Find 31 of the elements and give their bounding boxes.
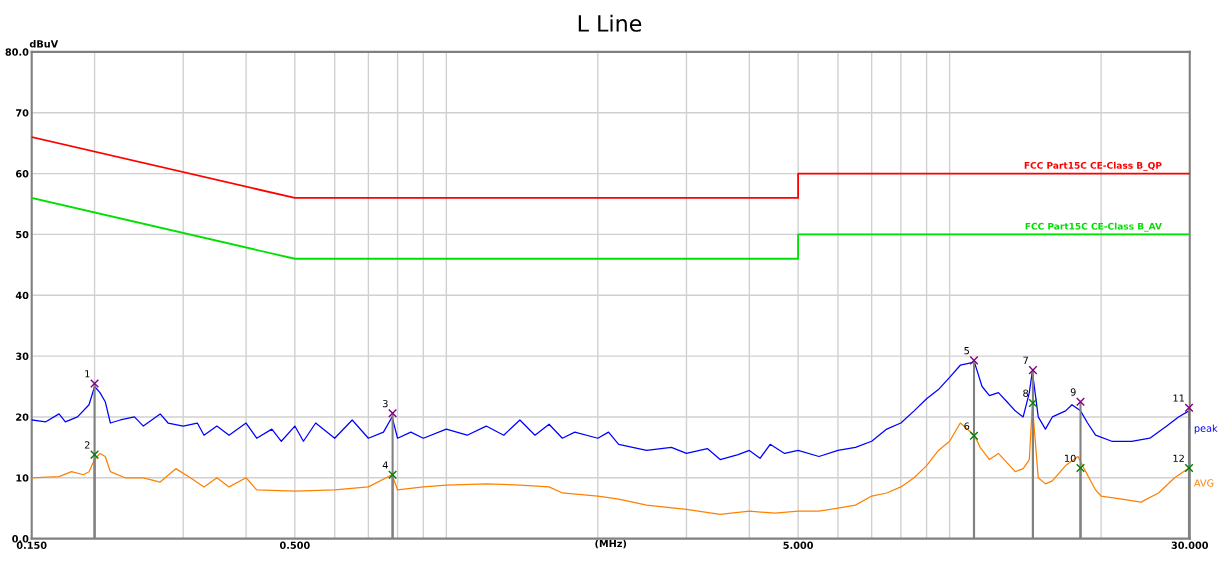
annotation: 7: [1023, 356, 1028, 364]
x-axis-title: (MHz): [595, 539, 627, 549]
y-tick-label: 20: [16, 413, 29, 421]
y-tick-label: 50: [16, 230, 29, 239]
y-tick-label: 30: [16, 352, 29, 360]
y-tick-label: 70: [16, 109, 29, 117]
annotation: 8: [1023, 389, 1029, 397]
series-label: peak: [1194, 424, 1218, 434]
series-label: FCC Part15C CE-Class B_QP: [1024, 161, 1162, 171]
annotation: 9: [1070, 388, 1076, 396]
x-tick-label: 30.000: [1171, 541, 1209, 549]
x-tick-label: 0.500: [279, 541, 310, 549]
series-label: AVG: [1193, 479, 1214, 487]
y-axis-title: dBuV: [29, 40, 59, 48]
annotation: 2: [84, 441, 90, 449]
annotation: 1: [85, 370, 90, 378]
y-tick-label: 80.0: [5, 48, 29, 56]
x-tick-label: 5.000: [783, 541, 814, 549]
annotation: 3: [382, 399, 388, 408]
y-tick-label: 10: [16, 474, 29, 482]
y-tick-label: 60: [15, 170, 29, 178]
chart-title: L Line: [578, 14, 642, 32]
y-tick-label: 0.0: [12, 535, 29, 543]
annotation: 4: [382, 461, 388, 469]
annotation: 11: [1173, 394, 1184, 402]
annotation: 5: [964, 347, 969, 355]
x-tick-label: 0.150: [16, 541, 47, 549]
annotation: 10: [1065, 454, 1076, 462]
annotation: 12: [1173, 454, 1184, 462]
y-tick-label: 40: [15, 291, 29, 300]
series-label: FCC Part15C CE-Class B_AV: [1025, 222, 1162, 232]
